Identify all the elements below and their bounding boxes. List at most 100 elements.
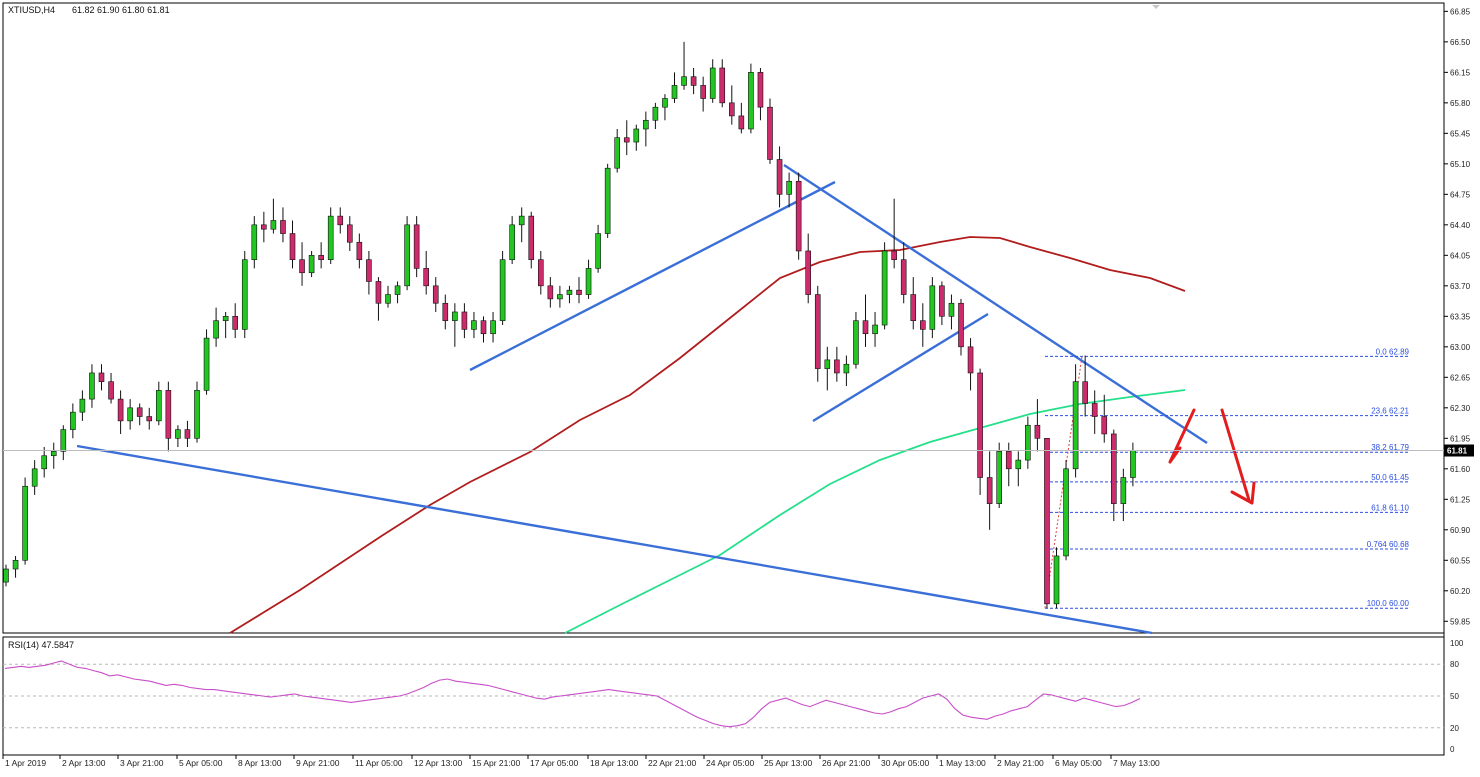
candle-bear: [528, 215, 535, 260]
candle-bull: [881, 250, 888, 326]
resistance-trend-line: [783, 163, 1208, 445]
candle-bear: [98, 372, 105, 382]
fib-level-label: 100.0 60.00: [1367, 599, 1410, 608]
ma-green-line: [564, 389, 1186, 634]
candle-bull: [394, 285, 401, 295]
candle-bear: [767, 106, 773, 160]
candle-bull: [853, 320, 859, 365]
candle-bull: [50, 451, 57, 457]
candle-bull: [175, 429, 181, 439]
price-tick-label: 60.20: [1450, 587, 1471, 596]
candle-bear: [136, 407, 143, 417]
candle-bull: [22, 485, 28, 561]
candle-bull: [1015, 459, 1022, 470]
current-price-label: 61.81: [1447, 447, 1468, 456]
candle-bull: [1130, 450, 1136, 478]
rising-trend-line: [469, 180, 836, 372]
price-tick-label: 63.70: [1450, 282, 1471, 291]
price-tick-label: 66.85: [1450, 7, 1471, 16]
price-tick-label: 65.80: [1450, 99, 1471, 108]
time-tick-label: 15 Apr 21:00: [472, 758, 520, 768]
time-tick-label: 1 May 13:00: [939, 758, 986, 768]
candle-bull: [1063, 468, 1069, 557]
price-tick-label: 64.75: [1450, 190, 1471, 199]
time-axis: 1 Apr 2019 2 Apr 13:00 3 Apr 21:00 5 Apr 05…: [2, 755, 1160, 768]
candle-bull: [89, 372, 95, 400]
candle-bull: [662, 98, 668, 108]
down-arrow-head: [1230, 481, 1256, 505]
price-tick-label: 66.50: [1450, 38, 1471, 47]
candle-bear: [910, 294, 917, 321]
candle-bull: [452, 311, 458, 321]
candle-bull: [872, 324, 878, 335]
chart-symbol-label: XTIUSD,H4: [8, 5, 55, 15]
candle-bear: [232, 316, 238, 330]
candle-bear: [967, 346, 974, 374]
candle-bear: [1034, 424, 1041, 439]
candle-bear: [834, 359, 840, 374]
candle-bear: [461, 311, 468, 330]
candle-bull: [385, 294, 391, 304]
candle-bull: [681, 76, 687, 86]
candle-bear: [862, 320, 869, 335]
time-tick-label: 3 Apr 21:00: [120, 758, 164, 768]
candle-bull: [127, 407, 133, 422]
fib-level-label: 0.764 60.68: [1367, 540, 1410, 549]
time-tick-label: 22 Apr 21:00: [648, 758, 696, 768]
candle-bull: [156, 390, 162, 422]
candle-bull: [60, 429, 67, 452]
fibonacci-levels: 0.0 62.89 23.6 62.21 38.2 61.79 50.0 61.45 6…: [1044, 347, 1410, 609]
price-tick-label: 65.10: [1450, 160, 1471, 169]
candle-bull: [213, 320, 219, 339]
candle-bear: [146, 416, 153, 422]
candle-bear: [184, 429, 191, 439]
scroll-indicator-icon: [1152, 5, 1160, 9]
annotation-arrows: [1168, 408, 1256, 505]
ma-red-line: [229, 236, 1186, 634]
candle-bull: [996, 451, 1003, 504]
candle-bull: [203, 337, 210, 391]
time-tick-label: 18 Apr 13:00: [590, 758, 638, 768]
price-tick-label: 62.65: [1450, 373, 1471, 382]
rsi-axis-label: 20: [1450, 724, 1459, 733]
candle-bear: [576, 289, 582, 295]
candle-bull: [3, 568, 9, 583]
candle-bear: [280, 220, 286, 234]
moving-averages: [229, 236, 1186, 634]
candle-bear: [805, 250, 812, 295]
candle-bear: [1082, 381, 1088, 404]
candle-bear: [958, 302, 964, 348]
candle-bear: [480, 320, 487, 335]
candle-bull: [79, 398, 86, 413]
candle-bear: [442, 302, 449, 321]
down-arrow-shaft: [1220, 408, 1251, 502]
rsi-axis-label: 80: [1450, 660, 1459, 669]
candle-bear: [108, 381, 114, 400]
candle-bull: [41, 455, 48, 470]
time-tick-label: 6 May 05:00: [1055, 758, 1102, 768]
candle-bear: [1111, 433, 1117, 504]
time-tick-label: 2 Apr 13:00: [62, 758, 106, 768]
candle-bear: [814, 294, 821, 369]
time-tick-label: 12 Apr 13:00: [414, 758, 462, 768]
candle-bull: [518, 215, 525, 226]
candle-bull: [1120, 477, 1127, 504]
price-tick-label: 61.95: [1450, 434, 1471, 443]
candle-bear: [1091, 403, 1098, 417]
time-tick-label: 2 May 21:00: [997, 758, 1044, 768]
candle-bear: [719, 67, 726, 104]
candle-bull: [1053, 555, 1060, 605]
rsi-axis-label: 50: [1450, 692, 1459, 701]
candle-bull: [308, 255, 315, 274]
time-tick-label: 30 Apr 05:00: [881, 758, 929, 768]
candle-bull: [270, 220, 277, 230]
candle-bear: [738, 115, 745, 130]
candle-bear: [413, 224, 420, 269]
candle-bear: [117, 398, 124, 422]
candle-bear: [547, 285, 554, 300]
price-tick-label: 64.40: [1450, 221, 1471, 230]
candle-bear: [728, 102, 735, 117]
fib-level-label: 50.0 61.45: [1371, 473, 1409, 482]
